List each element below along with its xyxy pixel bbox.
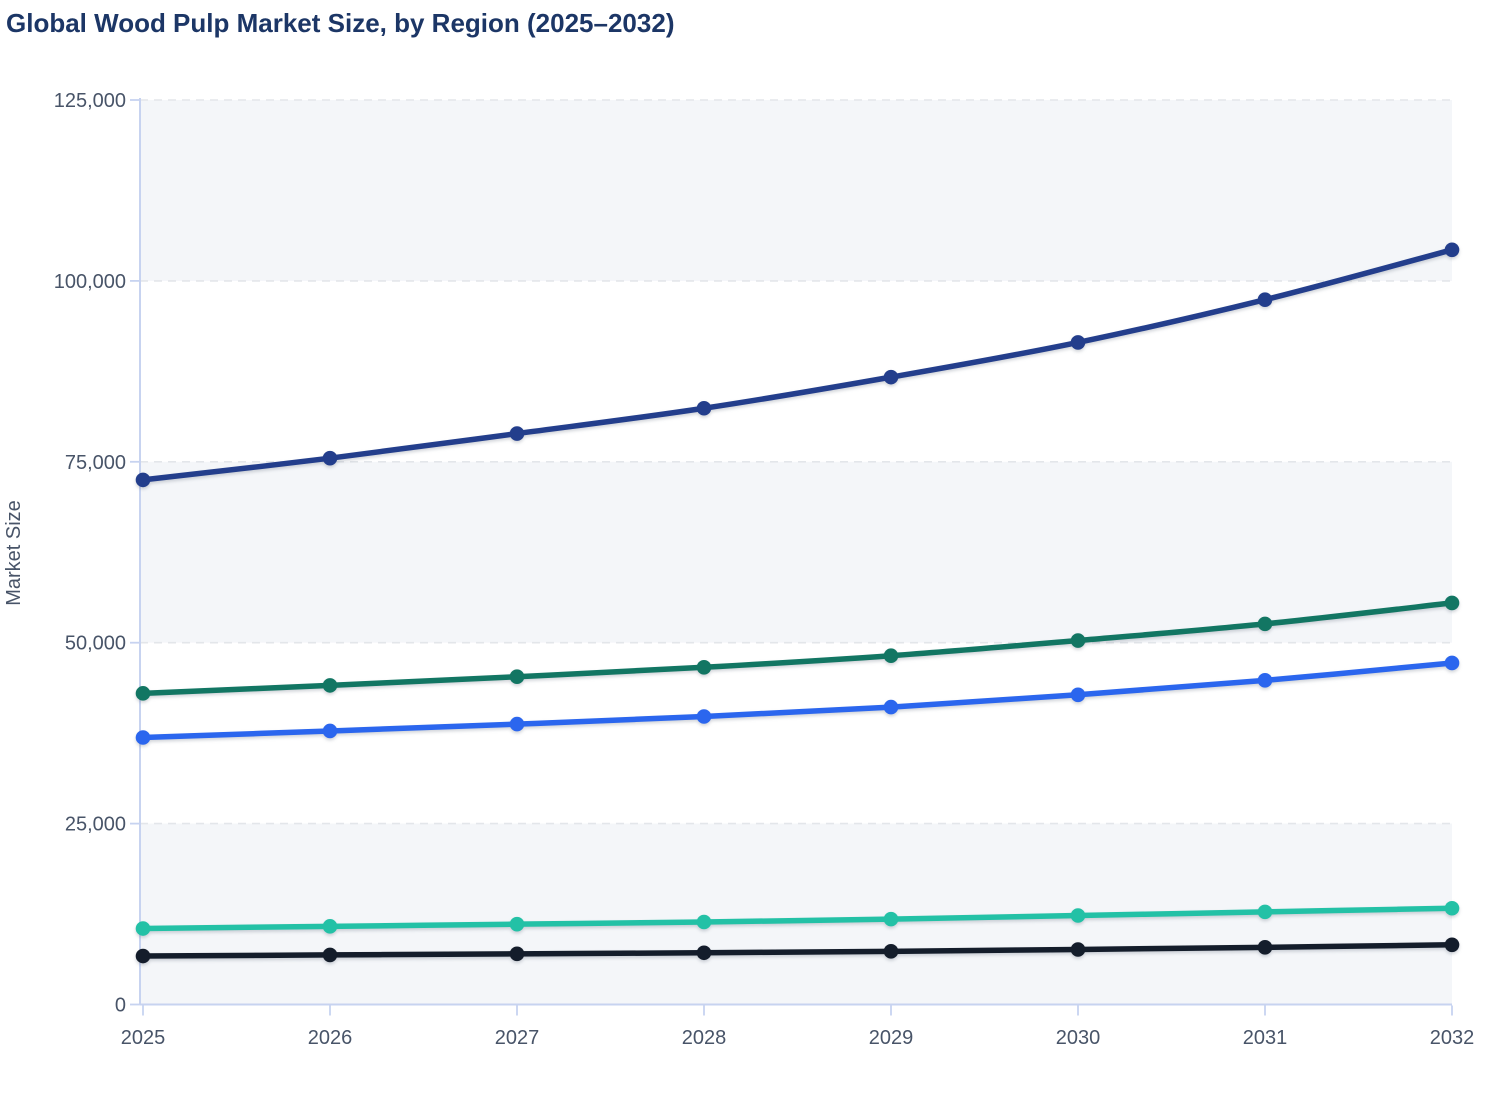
plot-band — [140, 100, 1452, 281]
tick-labels: 0 25,000 50,000 75,000 100,000 125,000 2025 202… — [54, 90, 1475, 1049]
chart-title: Global Wood Pulp Market Size, by Region … — [6, 8, 675, 38]
data-point[interactable] — [135, 686, 151, 701]
navy-line — [135, 242, 1460, 488]
data-point[interactable] — [322, 723, 338, 739]
data-point[interactable] — [1444, 242, 1460, 258]
plot-band — [140, 461, 1452, 643]
data-point[interactable] — [1070, 908, 1086, 923]
data-point[interactable] — [883, 911, 899, 927]
data-point[interactable] — [135, 921, 151, 936]
data-point[interactable] — [1444, 655, 1460, 671]
data-point[interactable] — [1444, 937, 1460, 953]
y-tick-label: 25,000 — [65, 814, 126, 836]
data-point[interactable] — [509, 916, 525, 932]
data-point[interactable] — [883, 699, 899, 715]
data-point[interactable] — [1070, 335, 1086, 350]
data-point[interactable] — [696, 400, 712, 416]
y-tick-label: 125,000 — [54, 90, 126, 112]
plot-bands — [140, 100, 1452, 1005]
data-point[interactable] — [1257, 616, 1273, 632]
y-tick-label: 50,000 — [65, 633, 126, 655]
gridlines — [140, 99, 1452, 825]
y-tick-label: 100,000 — [54, 271, 126, 293]
data-point[interactable] — [1070, 942, 1086, 957]
data-point[interactable] — [1444, 900, 1460, 916]
x-tick-label: 2025 — [121, 1027, 166, 1049]
data-point[interactable] — [1070, 633, 1086, 648]
data-point[interactable] — [883, 369, 899, 385]
x-tick-label: 2029 — [869, 1027, 914, 1049]
data-point[interactable] — [322, 450, 338, 466]
x-tick-label: 2028 — [682, 1027, 727, 1049]
bright-blue-line — [135, 655, 1460, 745]
axes — [130, 98, 1453, 1016]
data-point[interactable] — [696, 914, 712, 930]
data-point[interactable] — [1257, 904, 1273, 920]
data-point[interactable] — [1257, 292, 1273, 308]
data-point[interactable] — [1257, 673, 1273, 688]
x-tick-label: 2032 — [1430, 1027, 1475, 1049]
y-tick-label: 75,000 — [65, 452, 126, 474]
series-group — [135, 242, 1460, 964]
data-point[interactable] — [135, 730, 151, 745]
data-point[interactable] — [696, 660, 712, 675]
data-point[interactable] — [883, 648, 899, 664]
x-tick-label: 2027 — [495, 1027, 540, 1049]
data-point[interactable] — [883, 944, 899, 959]
data-point[interactable] — [322, 947, 338, 963]
data-point[interactable] — [696, 945, 712, 961]
series-line — [140, 942, 1455, 959]
data-point[interactable] — [509, 946, 525, 962]
x-tick-label: 2031 — [1243, 1027, 1288, 1049]
y-tick-label: 0 — [115, 995, 126, 1017]
data-point[interactable] — [322, 678, 338, 693]
data-point[interactable] — [135, 472, 151, 488]
data-point[interactable] — [509, 716, 525, 732]
data-point[interactable] — [696, 709, 712, 724]
y-axis-label: Market Size — [3, 500, 25, 606]
data-point[interactable] — [509, 426, 525, 441]
series-line — [140, 600, 1455, 697]
data-point[interactable] — [509, 669, 525, 685]
data-point[interactable] — [1257, 940, 1273, 955]
data-point[interactable] — [1070, 687, 1086, 703]
series-line — [140, 905, 1455, 932]
series-line — [140, 660, 1455, 741]
data-point[interactable] — [135, 948, 151, 964]
dark-green-line — [135, 595, 1460, 701]
x-tick-label: 2026 — [308, 1027, 353, 1049]
teal-line — [135, 900, 1460, 936]
series-line — [140, 247, 1455, 483]
black-line — [135, 937, 1460, 964]
data-point[interactable] — [1444, 595, 1460, 611]
x-tick-label: 2030 — [1056, 1027, 1101, 1049]
data-point[interactable] — [322, 919, 338, 934]
